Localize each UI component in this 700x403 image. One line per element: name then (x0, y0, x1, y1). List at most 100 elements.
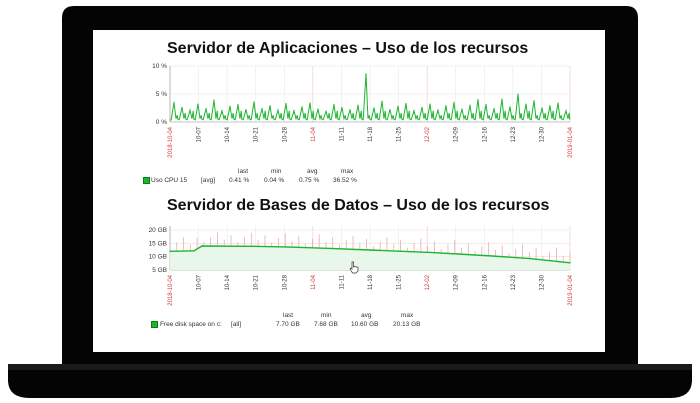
x-tick-label: 10-21 (254, 126, 260, 142)
data-point (373, 107, 375, 109)
data-point (213, 99, 215, 101)
x-tick-label: 10-21 (254, 274, 260, 290)
x-tick-label: 10-28 (282, 274, 288, 290)
x-tick-label: 12-09 (454, 274, 460, 290)
data-point (541, 107, 543, 109)
data-point (357, 104, 359, 106)
data-point (193, 250, 195, 252)
data-point (413, 110, 415, 112)
legend-swatch (143, 177, 150, 184)
x-tick-label: 11-25 (397, 126, 403, 142)
data-point (181, 106, 183, 109)
data-point (169, 250, 171, 253)
legend-header-min: min (321, 312, 332, 319)
data-point (437, 109, 439, 111)
legend-value-last: 0.41 % (229, 177, 250, 184)
data-point (381, 100, 383, 102)
data-point (205, 107, 207, 110)
data-point (245, 109, 247, 111)
data-point (509, 106, 511, 108)
x-tick-label: 10-07 (197, 274, 203, 290)
series-line-cpu (169, 73, 571, 121)
disk-legend: Free disk space on c: [all] last min avg… (151, 311, 451, 333)
data-point (325, 110, 327, 112)
y-tick-label: 0 % (156, 119, 167, 126)
data-point (173, 101, 175, 103)
data-point (301, 106, 303, 108)
data-point (277, 109, 279, 111)
x-tick-label: 10-14 (225, 274, 231, 290)
data-point (457, 253, 459, 255)
x-tick-label: 12-02 (425, 274, 431, 290)
data-point (429, 251, 431, 254)
x-tick-label: 2019-01-04 (568, 274, 574, 305)
data-point (549, 105, 551, 107)
x-tick-label: 12-30 (539, 126, 545, 142)
x-tick-label: 2018-10-04 (168, 274, 174, 305)
x-tick-label: 11-25 (397, 274, 403, 290)
data-point (289, 246, 291, 248)
cpu-legend: Uso CPU 15 [avg] last min avg max 0.41 %… (143, 168, 423, 188)
x-tick-label: 12-16 (482, 126, 488, 142)
data-point (525, 103, 527, 105)
data-point (249, 245, 251, 247)
legend-header-last: last (238, 168, 249, 175)
data-point (569, 262, 571, 264)
data-point (533, 100, 535, 102)
y-tick-label: 5 GB (152, 267, 167, 274)
chart-title-db-server: Servidor de Bases de Datos – Uso de los … (167, 197, 550, 214)
x-tick-label: 12-23 (511, 274, 517, 290)
legend-swatch (151, 321, 158, 328)
x-tick-label: 11-18 (368, 274, 374, 290)
data-point (349, 109, 351, 111)
data-point (237, 104, 239, 106)
legend-header-last: last (283, 312, 294, 319)
y-tick-label: 20 GB (149, 227, 167, 234)
data-point (401, 250, 403, 253)
data-point (453, 101, 455, 103)
data-point (221, 110, 223, 112)
data-point (493, 107, 495, 110)
screen: Servidor de Aplicaciones – Uso de los re… (93, 30, 605, 352)
x-tick-label: 12-30 (539, 274, 545, 290)
legend-value-min: 7.68 GB (314, 321, 338, 328)
x-tick-label: 10-14 (225, 126, 231, 142)
x-tick-label: 2019-01-04 (568, 126, 574, 157)
legend-header-max: max (401, 312, 414, 319)
data-point (285, 102, 287, 105)
legend-agg: [all] (231, 321, 242, 328)
legend-value-max: 36.52 % (333, 177, 357, 184)
data-point (197, 103, 199, 105)
data-point (405, 102, 407, 105)
data-point (365, 73, 367, 75)
legend-name: Uso CPU 15 (151, 177, 188, 184)
y-tick-label: 15 GB (149, 240, 167, 247)
data-point (369, 249, 371, 251)
y-tick-label: 5 % (156, 91, 167, 98)
y-tick-label: 10 GB (149, 254, 167, 261)
legend-header-avg: avg (307, 168, 318, 175)
legend-value-max: 20.13 GB (393, 321, 421, 328)
data-point (501, 98, 503, 100)
x-tick-label: 11-18 (368, 126, 374, 142)
data-point (485, 104, 487, 106)
x-tick-label: 12-02 (425, 126, 431, 142)
data-point (489, 255, 491, 257)
data-point (229, 105, 231, 107)
x-tick-label: 10-28 (282, 126, 288, 142)
data-point (557, 102, 559, 104)
cpu-chart: 10 % 5 % 0 %2018-10-04 10-07 10-14 10-21 10-28… (152, 63, 574, 158)
data-point (201, 245, 203, 247)
data-point (389, 109, 391, 111)
x-tick-label: 12-23 (511, 126, 517, 142)
legend-agg: [avg] (201, 177, 216, 184)
x-tick-label: 10-07 (197, 126, 203, 142)
data-point (529, 257, 531, 260)
data-point (317, 108, 319, 110)
data-point (261, 107, 263, 110)
data-point (517, 93, 519, 95)
data-point (269, 105, 271, 107)
data-point (469, 104, 471, 106)
legend-name: Free disk space on c: (160, 321, 222, 328)
data-point (253, 101, 255, 103)
